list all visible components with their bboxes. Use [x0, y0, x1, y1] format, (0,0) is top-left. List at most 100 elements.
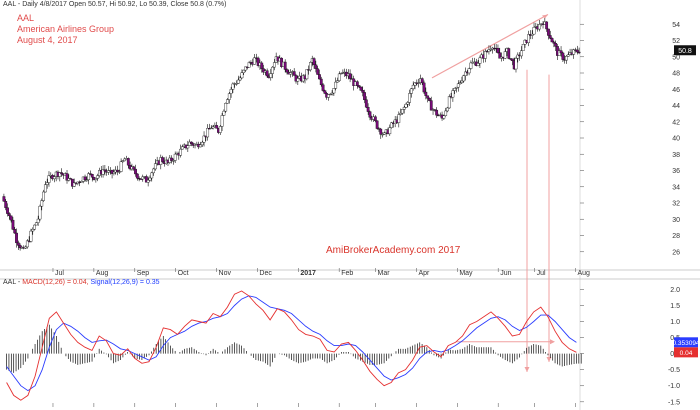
price-tick-label: 52	[672, 38, 680, 45]
candle-body	[424, 91, 428, 96]
candle-body	[510, 58, 514, 61]
candle-body	[328, 93, 332, 96]
candle-body	[24, 246, 27, 249]
macd-tick-label: -1.5	[668, 399, 680, 406]
candle-body	[94, 178, 98, 180]
candle-body	[314, 64, 318, 69]
candle-body	[514, 58, 518, 70]
x-tick-label: Nov	[219, 270, 232, 277]
candle-body	[489, 49, 493, 51]
candle-body	[397, 114, 401, 123]
candle-body	[366, 107, 370, 112]
candle-body	[148, 177, 152, 181]
candle-body	[260, 62, 264, 69]
candle-body	[242, 69, 246, 73]
candle-body	[498, 52, 502, 59]
candle-body	[348, 73, 352, 79]
macd-tick-label: -0.5	[668, 367, 680, 374]
candle-body	[4, 201, 8, 208]
candle-body	[103, 169, 107, 172]
price-tick-label: 54	[672, 22, 680, 29]
candle-body	[135, 173, 139, 179]
company-label: American Airlines Group	[17, 24, 115, 34]
candle-body	[126, 158, 130, 166]
candle-body	[530, 33, 534, 36]
candle-body	[469, 62, 473, 69]
candle-body	[181, 146, 184, 150]
candle-body	[72, 182, 76, 187]
candle-body	[483, 50, 487, 59]
candle-body	[503, 51, 507, 59]
candle-body	[575, 49, 579, 53]
candle-body	[296, 78, 300, 82]
candle-body	[80, 181, 83, 183]
price-tick-label: 28	[672, 233, 680, 240]
macd-header: AAL - MACD(12,26) = 0.04, Signal(12,26,9…	[3, 279, 160, 286]
candle-body	[119, 161, 123, 172]
candle-body	[244, 66, 247, 71]
candle-body	[144, 176, 148, 183]
candle-body	[507, 48, 511, 59]
candle-body	[364, 99, 368, 108]
price-tick-label: 34	[672, 184, 680, 191]
candle-body	[496, 48, 500, 53]
candle-body	[429, 100, 433, 111]
candle-body	[516, 54, 520, 59]
candle-body	[236, 79, 240, 84]
candle-body	[173, 153, 177, 161]
candle-body	[456, 83, 460, 88]
macd-tick-label: -1.0	[668, 383, 680, 390]
x-tick-label: Sep	[137, 270, 150, 277]
candle-body	[190, 141, 193, 144]
candle-body	[442, 115, 446, 119]
signal-value-box	[674, 337, 698, 348]
x-tick-label: Jul	[55, 270, 64, 277]
candle-body	[31, 229, 35, 232]
candle-body	[227, 93, 231, 100]
candle-body	[121, 160, 125, 162]
x-tick-label: Oct	[178, 270, 189, 277]
candle-body	[47, 175, 51, 183]
price-tick-label: 48	[672, 71, 680, 78]
date-label: August 4, 2017	[17, 35, 78, 45]
candle-body	[285, 69, 289, 73]
candle-body	[52, 176, 56, 180]
candle-body	[283, 61, 287, 70]
macd-value-label: 0.04	[680, 350, 693, 357]
candle-body	[253, 57, 256, 65]
candle-body	[87, 173, 91, 180]
candle-body	[373, 116, 377, 122]
candle-body	[65, 173, 69, 181]
candle-body	[202, 135, 206, 143]
candle-body	[368, 111, 372, 118]
x-tick-label: 2017	[300, 270, 316, 277]
price-tick-label: 44	[672, 103, 680, 110]
candle-body	[323, 90, 327, 94]
x-tick-label: Dec	[259, 270, 272, 277]
candle-body	[411, 84, 415, 89]
candle-body	[453, 88, 457, 91]
candle-body	[357, 85, 361, 88]
trend-arrowhead	[542, 14, 548, 19]
candle-body	[550, 38, 554, 43]
candle-body	[38, 205, 42, 220]
candle-body	[45, 182, 49, 185]
candle-body	[381, 133, 384, 136]
candle-body	[538, 24, 541, 30]
price-tick-label: 36	[672, 168, 680, 175]
candle-body	[2, 196, 6, 202]
candle-body	[25, 240, 29, 248]
candle-body	[532, 27, 536, 35]
price-tick-label: 38	[672, 152, 680, 159]
candle-body	[577, 51, 581, 54]
candle-body	[6, 207, 9, 214]
trend-line	[431, 13, 549, 79]
candle-body	[134, 168, 137, 175]
candle-body	[547, 28, 550, 36]
candle-body	[218, 126, 222, 133]
price-tick-label: 26	[672, 249, 680, 256]
signal-arrowhead	[524, 367, 530, 372]
candle-body	[332, 88, 336, 94]
candle-body	[478, 57, 482, 64]
price-tick-label: 32	[672, 201, 680, 208]
